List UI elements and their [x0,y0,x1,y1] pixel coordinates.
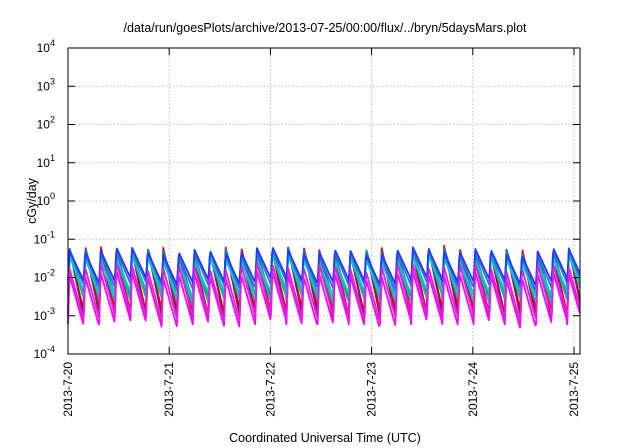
x-tick-label: 2013-7-22 [263,362,277,417]
y-tick-label: 100 [37,191,55,208]
x-tick-label: 2013-7-21 [162,362,176,417]
series-line [67,270,581,329]
series-line [67,255,581,299]
y-tick-exponent: -1 [47,229,55,239]
series-line [67,246,581,286]
series-group [67,244,581,329]
x-tick-label: 2013-7-24 [466,362,480,417]
y-tick-exponent: 3 [50,76,55,86]
y-tick-label: 10-4 [34,344,55,361]
y-tick-exponent: -4 [47,344,55,354]
x-axis: 2013-7-20 2013-7-21 2013-7-22 2013-7-23 2013… [61,48,581,417]
x-tick-label: 2013-7-23 [365,362,379,417]
chart-title: /data/run/goesPlots/archive/2013-07-25/0… [123,21,527,35]
y-tick-label: 102 [37,115,55,132]
y-tick-exponent: -3 [47,306,55,316]
y-tick-exponent: 4 [50,38,55,48]
x-tick-label: 2013-7-20 [61,362,75,417]
y-tick-label: 10-3 [34,306,55,323]
x-tick-label: 2013-7-25 [567,362,581,417]
y-tick-label: 103 [37,76,55,93]
y-tick-exponent: 2 [50,115,55,125]
y-tick-exponent: 0 [50,191,55,201]
y-tick-exponent: -2 [47,268,55,278]
y-tick-exponent: 1 [50,153,55,163]
y-tick-label: 10-2 [34,268,55,285]
y-axis-label: cGy/day [25,177,39,224]
y-tick-label: 101 [37,153,55,170]
y-tick-label: 104 [37,38,55,55]
series-line [67,261,581,323]
x-axis-label: Coordinated Universal Time (UTC) [229,431,421,445]
y-tick-label: 10-1 [34,229,55,246]
